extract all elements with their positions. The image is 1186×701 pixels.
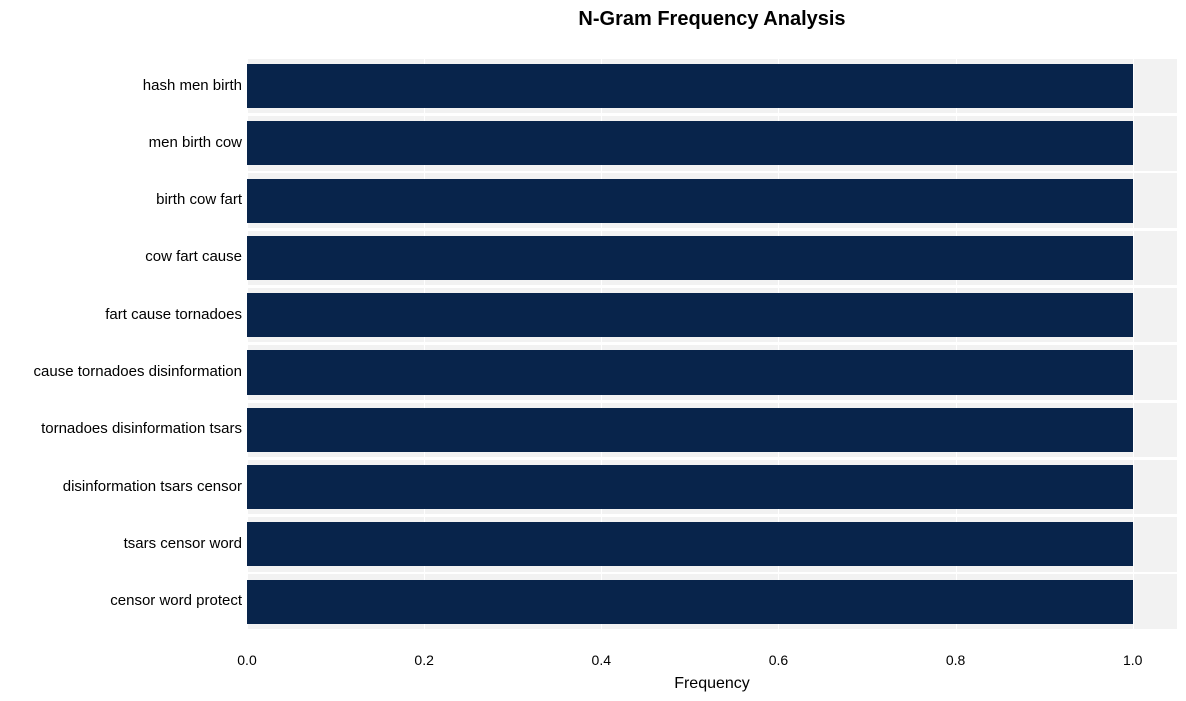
x-tick-label: 0.4 xyxy=(592,652,611,668)
ngram-chart: N-Gram Frequency Analysis Frequency hash… xyxy=(0,0,1186,701)
y-tick-label: disinformation tsars censor xyxy=(63,478,242,495)
bar xyxy=(247,408,1133,452)
x-tick-label: 0.0 xyxy=(237,652,256,668)
gridline xyxy=(1133,35,1134,640)
bar xyxy=(247,179,1133,223)
bar xyxy=(247,522,1133,566)
bar xyxy=(247,465,1133,509)
bar xyxy=(247,350,1133,394)
x-tick-label: 1.0 xyxy=(1123,652,1142,668)
y-tick-label: tornadoes disinformation tsars xyxy=(41,420,242,437)
x-tick-label: 0.6 xyxy=(769,652,788,668)
y-tick-label: hash men birth xyxy=(143,77,242,94)
x-tick-label: 0.8 xyxy=(946,652,965,668)
bar xyxy=(247,293,1133,337)
y-tick-label: men birth cow xyxy=(149,134,242,151)
y-tick-label: censor word protect xyxy=(110,592,242,609)
bar xyxy=(247,121,1133,165)
y-tick-label: cause tornadoes disinformation xyxy=(34,363,242,380)
bar xyxy=(247,64,1133,108)
x-axis-label: Frequency xyxy=(247,675,1177,693)
y-tick-label: birth cow fart xyxy=(156,191,242,208)
y-tick-label: tsars censor word xyxy=(124,535,242,552)
x-tick-label: 0.2 xyxy=(414,652,433,668)
bar xyxy=(247,580,1133,624)
y-tick-label: fart cause tornadoes xyxy=(105,306,242,323)
plot-area xyxy=(247,35,1177,640)
y-tick-label: cow fart cause xyxy=(145,248,242,265)
chart-title: N-Gram Frequency Analysis xyxy=(247,8,1177,31)
bar xyxy=(247,236,1133,280)
